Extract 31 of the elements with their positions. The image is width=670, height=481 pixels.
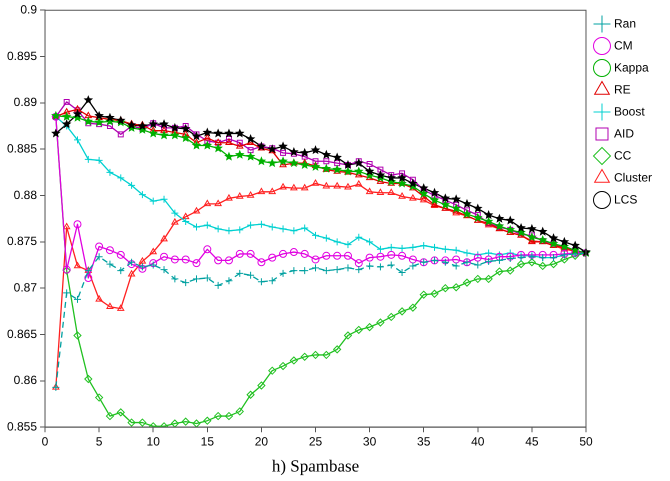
y-tick-label: 0.88 <box>14 188 38 202</box>
y-tick-label: 0.865 <box>7 326 38 341</box>
x-axis-title: h) Spambase <box>272 456 360 476</box>
legend-label: CC <box>614 148 632 162</box>
x-tick-label: 30 <box>362 434 377 449</box>
y-tick-label: 0.875 <box>7 234 38 248</box>
y-tick-label: 0.885 <box>7 142 38 156</box>
y-tick-label: 0.89 <box>14 95 38 110</box>
y-tick-label: 0.9 <box>20 2 38 17</box>
x-tick-label: 0 <box>42 434 49 449</box>
legend-label: Boost <box>614 104 646 118</box>
x-tick-label: 35 <box>417 434 431 449</box>
legend-label: Kappa <box>614 60 650 74</box>
legend-label: CM <box>614 38 633 52</box>
x-tick-label: 10 <box>146 434 160 449</box>
y-tick-label: 0.855 <box>7 420 38 434</box>
x-tick-label: 50 <box>579 434 593 449</box>
legend-label: Ran <box>614 16 636 30</box>
x-tick-label: 45 <box>525 434 539 449</box>
legend-label: LCS <box>614 192 638 206</box>
legend-label: Cluster <box>614 170 652 184</box>
legend-label: RE <box>614 82 631 96</box>
x-tick-label: 40 <box>471 434 485 449</box>
x-tick-label: 20 <box>254 434 268 449</box>
x-tick-label: 5 <box>96 434 103 449</box>
y-tick-label: 0.86 <box>14 373 38 388</box>
x-tick-label: 15 <box>200 434 214 449</box>
y-tick-label: 0.895 <box>7 48 38 63</box>
x-tick-label: 25 <box>308 434 323 449</box>
legend-label: AID <box>614 126 634 140</box>
y-tick-label: 0.87 <box>14 280 38 295</box>
